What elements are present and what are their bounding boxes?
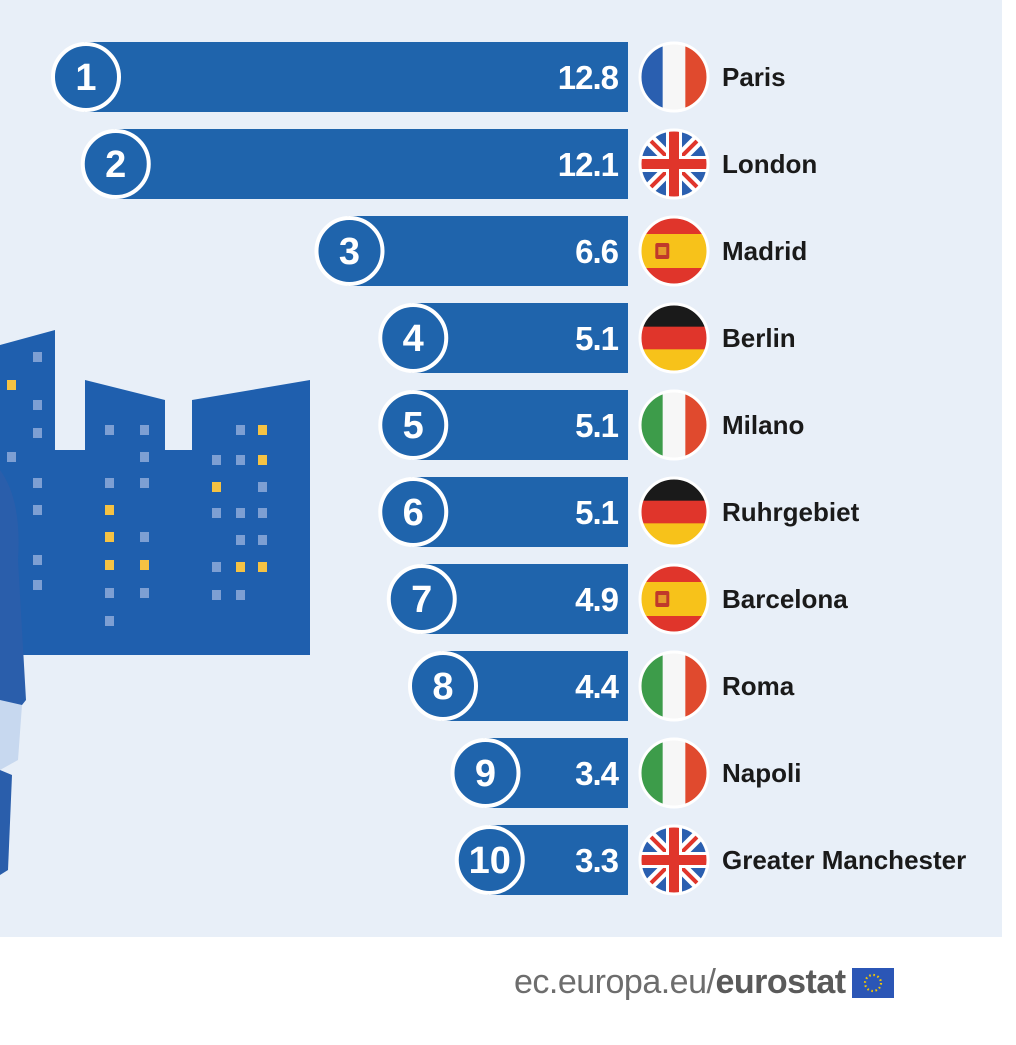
rank-number: 3 [339, 231, 360, 273]
building-windows [7, 352, 267, 626]
uk-flag-icon [638, 128, 710, 200]
building-shape [0, 330, 310, 655]
bar-row: 6.6 3 Madrid [314, 215, 807, 287]
bar-value-label: 5.1 [575, 494, 619, 531]
germany-flag-icon [638, 476, 710, 548]
city-label: Napoli [722, 758, 801, 788]
chart-panel: 12.8 1 Paris 12.1 2 London 6.6 3 Madrid 5.1 4 Berli… [0, 0, 1002, 937]
rank-badge [408, 651, 478, 721]
source-credit: ec.europa.eu/eurostat [514, 962, 894, 1002]
source-url[interactable]: ec.europa.eu/eurostat [514, 962, 846, 1001]
rank-badge [386, 564, 457, 634]
rank-badge [51, 42, 121, 112]
city-label: Greater Manchester [722, 845, 966, 875]
uk-flag-icon [638, 824, 710, 896]
rank-number: 2 [105, 144, 126, 186]
city-label: London [722, 149, 817, 179]
person-shoe [0, 770, 12, 875]
bar-row: 4.4 8 Roma [408, 650, 795, 722]
person-leg [0, 700, 22, 770]
city-label: Milano [722, 410, 804, 440]
city-skyline-illustration [0, 330, 310, 875]
italy-flag-icon [638, 389, 710, 461]
bar-chart: 12.8 1 Paris 12.1 2 London 6.6 3 Madrid 5.1 4 Berli… [51, 41, 966, 896]
person-figure [0, 470, 26, 715]
bar-row: 12.8 1 Paris [51, 41, 786, 113]
bar[interactable] [347, 216, 629, 286]
spain-flag-icon [638, 563, 710, 635]
rank-number: 5 [403, 405, 424, 447]
bar-row: 5.1 6 Ruhrgebiet [378, 476, 860, 548]
bar-value-label: 5.1 [575, 407, 619, 444]
italy-flag-icon [638, 650, 710, 722]
bar-value-label: 12.1 [558, 146, 619, 183]
rank-number: 6 [403, 492, 424, 534]
rank-number: 1 [75, 57, 96, 99]
bar-row: 5.1 4 Berlin [378, 302, 796, 374]
rank-badge [450, 738, 521, 808]
rank-number: 4 [403, 318, 424, 360]
spain-flag-icon [638, 215, 710, 287]
bar-row: 3.3 10 Greater Manchester [454, 824, 966, 896]
rank-number: 7 [411, 579, 432, 621]
rank-badge [378, 303, 449, 373]
bar[interactable] [84, 42, 628, 112]
city-label: Madrid [722, 236, 807, 266]
rank-badge [80, 129, 151, 199]
city-label: Barcelona [722, 584, 848, 614]
bar-value-label: 3.4 [575, 755, 620, 792]
rank-number: 8 [432, 666, 453, 708]
bar-row: 3.4 9 Napoli [450, 737, 801, 809]
city-label: Paris [722, 62, 786, 92]
rank-badge [378, 390, 449, 460]
bar-value-label: 5.1 [575, 320, 619, 357]
bar-row: 4.9 7 Barcelona [386, 563, 848, 635]
eu-flag-icon [851, 968, 894, 998]
bar-value-label: 4.4 [575, 668, 620, 705]
bar-value-label: 4.9 [575, 581, 619, 618]
rank-badge [454, 825, 525, 895]
city-label: Roma [722, 671, 795, 701]
rank-number: 10 [469, 840, 511, 882]
bar[interactable] [113, 129, 628, 199]
rank-badge [314, 216, 385, 286]
city-label: Berlin [722, 323, 796, 353]
bar-row: 12.1 2 London [80, 128, 817, 200]
germany-flag-icon [638, 302, 710, 374]
rank-badge [378, 477, 449, 547]
italy-flag-icon [638, 737, 710, 809]
bar-row: 5.1 5 Milano [378, 389, 804, 461]
france-flag-icon [638, 41, 710, 113]
bar-value-label: 6.6 [575, 233, 619, 270]
rank-number: 9 [475, 753, 496, 795]
city-label: Ruhrgebiet [722, 497, 860, 527]
bar-value-label: 12.8 [558, 59, 619, 96]
bar-value-label: 3.3 [575, 842, 619, 879]
